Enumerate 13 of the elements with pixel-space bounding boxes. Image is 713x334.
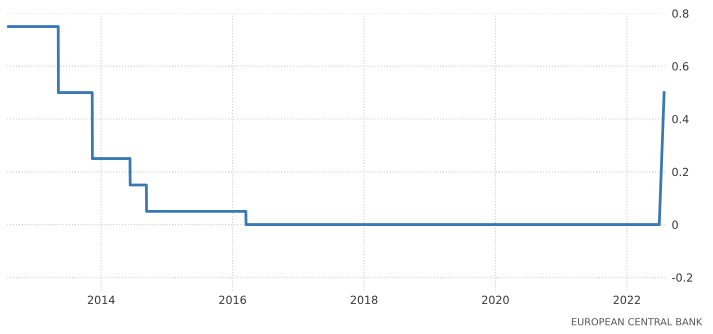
y-tick-label: -0.2	[672, 273, 692, 282]
x-tick-label: 2022	[614, 296, 640, 304]
line-series	[7, 25, 666, 226]
x-tick-label: 2020	[482, 296, 509, 304]
y-tick-label: 0.6	[672, 62, 688, 71]
y-tick-label: 0.4	[672, 114, 689, 124]
y-tick-label: 0	[672, 220, 678, 229]
x-tick-label: 2016	[219, 296, 246, 304]
y-tick-label: 0.8	[672, 9, 688, 18]
y-tick-label: 0.2	[672, 168, 688, 176]
x-tick-label: 2014	[88, 296, 115, 304]
text: EUROPEAN CENTRAL BANK	[572, 318, 703, 326]
x-tick-label: 2018	[350, 296, 378, 304]
